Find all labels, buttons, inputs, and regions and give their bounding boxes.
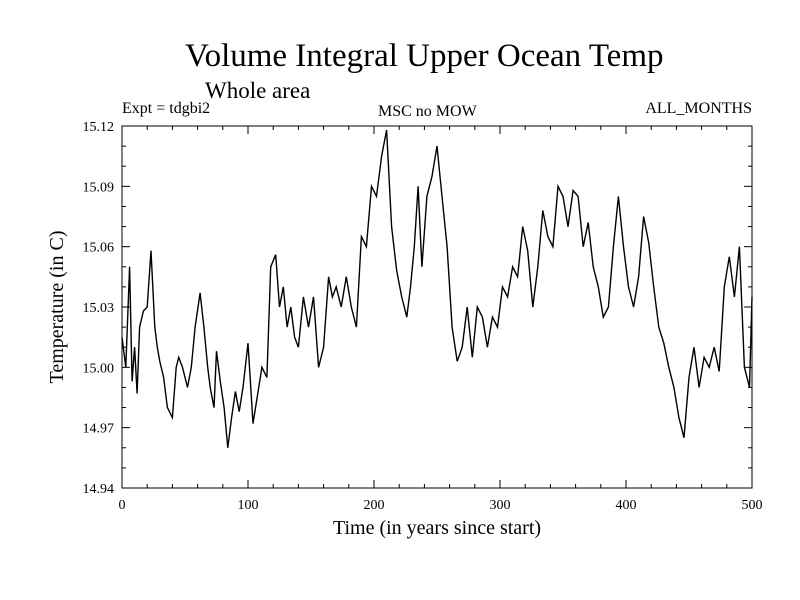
chart-subtitle: Whole area bbox=[205, 78, 311, 103]
y-tick-label: 15.12 bbox=[83, 120, 115, 135]
chart-title: Volume Integral Upper Ocean Temp bbox=[185, 38, 664, 74]
y-axis-title: Temperature (in C) bbox=[46, 231, 68, 384]
y-tick-label: 15.09 bbox=[83, 180, 115, 195]
y-tick-label: 15.03 bbox=[83, 301, 115, 316]
y-tick-label: 15.06 bbox=[83, 241, 115, 256]
plot-frame bbox=[121, 125, 753, 489]
expt-label: Expt = tdgbi2 bbox=[122, 100, 211, 117]
y-tick-label: 14.97 bbox=[83, 422, 115, 437]
series-line bbox=[121, 129, 753, 448]
x-tick-label: 500 bbox=[742, 498, 763, 513]
axis-ticks bbox=[121, 125, 753, 489]
axis-tick-labels: 0 100 200 300 400 500 14.94 14.97 15.00 15.03 15.0… bbox=[83, 120, 763, 513]
y-tick-label: 15.00 bbox=[83, 361, 115, 376]
x-tick-label: 300 bbox=[490, 498, 511, 513]
x-tick-label: 0 bbox=[119, 498, 126, 513]
y-tick-label: 14.94 bbox=[83, 482, 115, 497]
x-axis-title: Time (in years since start) bbox=[333, 517, 541, 539]
experiment-label: MSC no MOW bbox=[378, 103, 477, 120]
x-tick-label: 200 bbox=[364, 498, 385, 513]
x-tick-label: 400 bbox=[616, 498, 637, 513]
months-label: ALL_MONTHS bbox=[645, 100, 752, 117]
x-tick-label: 100 bbox=[238, 498, 259, 513]
